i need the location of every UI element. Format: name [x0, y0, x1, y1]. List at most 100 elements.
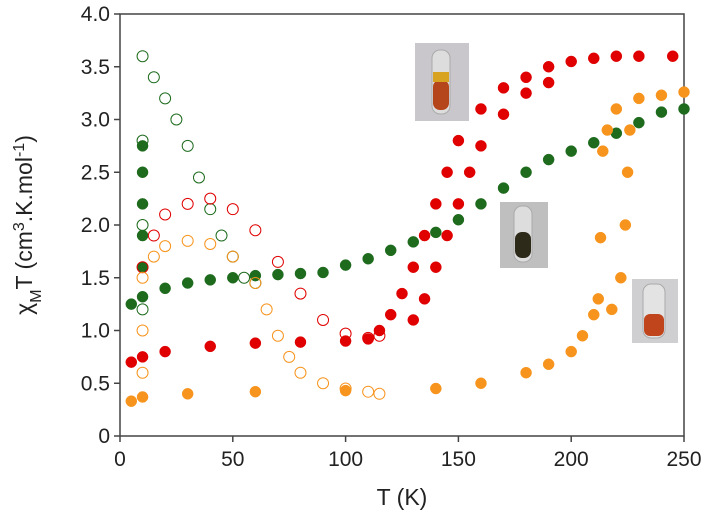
y-axis-label-part: T (cm: [11, 231, 37, 289]
y-tick-label: 0.5: [81, 372, 110, 395]
data-point: [452, 134, 465, 147]
data-point: [317, 266, 329, 279]
data-point: [136, 290, 149, 303]
data-point: [610, 103, 623, 115]
data-point: [655, 106, 668, 118]
data-point: [136, 198, 149, 210]
data-point: [362, 333, 374, 345]
y-axis-label-part: .K.mol: [11, 157, 37, 222]
data-point: [362, 253, 374, 265]
data-point: [407, 236, 420, 248]
data-point: [181, 234, 194, 247]
data-point: [678, 86, 690, 98]
data-point: [181, 197, 194, 210]
data-point: [226, 203, 239, 216]
data-point: [192, 171, 205, 184]
data-point: [362, 331, 375, 344]
data-point: [441, 229, 453, 242]
data-point: [576, 330, 589, 342]
data-point: [601, 124, 614, 136]
data-point: [497, 108, 510, 120]
data-point: [159, 92, 172, 105]
data-point: [136, 50, 149, 63]
x-tick-label: 150: [441, 448, 476, 471]
data-point: [633, 92, 645, 105]
photo: [500, 202, 548, 268]
data-point: [249, 277, 262, 290]
data-point: [407, 314, 420, 326]
data-point: [204, 274, 216, 286]
data-point: [339, 382, 352, 395]
data-point: [452, 213, 465, 226]
data-point: [619, 219, 632, 231]
data-point: [181, 139, 194, 152]
data-point: [159, 208, 172, 221]
data-point: [430, 198, 442, 210]
data-point: [136, 391, 149, 403]
data-point: [272, 268, 284, 281]
data-point: [475, 103, 487, 115]
data-point: [384, 308, 397, 321]
data-point: [418, 229, 431, 242]
data-point: [125, 298, 138, 310]
data-point: [294, 287, 307, 300]
data-point: [666, 50, 679, 62]
data-point: [136, 303, 149, 316]
data-point: [249, 224, 262, 237]
x-tick-label: 200: [554, 448, 589, 471]
x-tick-label: 100: [328, 448, 363, 471]
data-point: [249, 337, 262, 349]
data-point: [362, 385, 375, 398]
data-point: [204, 237, 217, 250]
data-point: [624, 124, 636, 136]
y-axis-label: χMT (cm3.K.mol-1): [11, 135, 45, 315]
data-point: [204, 192, 217, 205]
data-point: [373, 329, 386, 342]
data-point: [542, 61, 555, 73]
x-axis-label: T (K): [377, 484, 428, 510]
data-point: [271, 255, 284, 268]
data-point: [136, 324, 149, 337]
data-point: [339, 259, 352, 271]
data-point: [565, 55, 577, 68]
plot-frame: [119, 13, 685, 437]
data-point: [542, 76, 555, 89]
data-point: [384, 244, 397, 257]
data-point: [227, 272, 239, 284]
data-point: [159, 345, 171, 358]
data-point: [294, 366, 307, 379]
data-point: [249, 385, 262, 398]
data-point: [633, 50, 645, 62]
data-point: [597, 145, 609, 157]
photo: [415, 43, 469, 121]
data-point: [441, 166, 453, 178]
data-point: [463, 166, 476, 178]
y-tick-label: 1.0: [81, 320, 110, 343]
data-point: [588, 308, 600, 321]
y-axis-label-part: χ: [11, 303, 37, 315]
data-point: [475, 198, 487, 210]
data-point: [475, 140, 487, 152]
data-point: [181, 388, 194, 400]
x-tick-label: 0: [114, 448, 126, 471]
data-point: [407, 261, 420, 273]
data-point: [215, 229, 228, 242]
data-point: [520, 71, 532, 84]
data-point: [430, 261, 442, 273]
data-point: [542, 153, 555, 166]
data-point: [655, 89, 668, 101]
data-point: [136, 366, 149, 379]
y-tick-label: 3.0: [81, 109, 110, 132]
data-point: [678, 103, 690, 115]
data-point: [339, 327, 352, 340]
data-point: [136, 166, 149, 178]
data-point: [159, 240, 172, 253]
data-point: [621, 166, 634, 178]
data-point: [565, 345, 577, 358]
data-point: [588, 136, 600, 149]
data-point: [520, 366, 532, 379]
data-point: [159, 282, 171, 295]
data-point: [238, 271, 251, 284]
data-point: [136, 271, 149, 284]
